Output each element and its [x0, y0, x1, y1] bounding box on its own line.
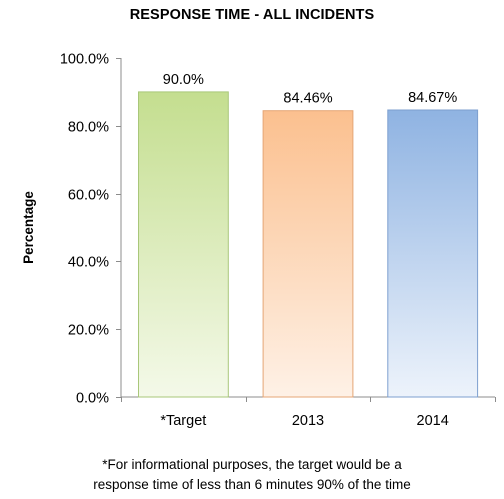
y-tick-label: 0.0%: [76, 391, 109, 407]
y-tick-label: 100.0%: [60, 52, 109, 68]
footnote-line-1: *For informational purposes, the target …: [0, 455, 504, 475]
x-tick-label: 2014: [417, 413, 449, 429]
bar-target: [139, 92, 229, 397]
bar-2013: [263, 111, 353, 397]
y-tick-label: 40.0%: [68, 255, 109, 271]
y-tick-label: 20.0%: [68, 323, 109, 339]
footnote-line-2: response time of less than 6 minutes 90%…: [0, 475, 504, 495]
y-tick-label: 60.0%: [68, 188, 109, 204]
data-label: 84.67%: [408, 90, 457, 106]
x-tick-label: *Target: [160, 413, 206, 429]
y-tick-label: 80.0%: [68, 120, 109, 136]
data-label: 84.46%: [283, 91, 332, 107]
x-tick-label: 2013: [292, 413, 324, 429]
bar-2014: [388, 110, 478, 397]
y-axis-title: Percentage: [21, 191, 36, 264]
footnote: *For informational purposes, the target …: [0, 455, 504, 495]
data-label: 90.0%: [163, 72, 204, 88]
